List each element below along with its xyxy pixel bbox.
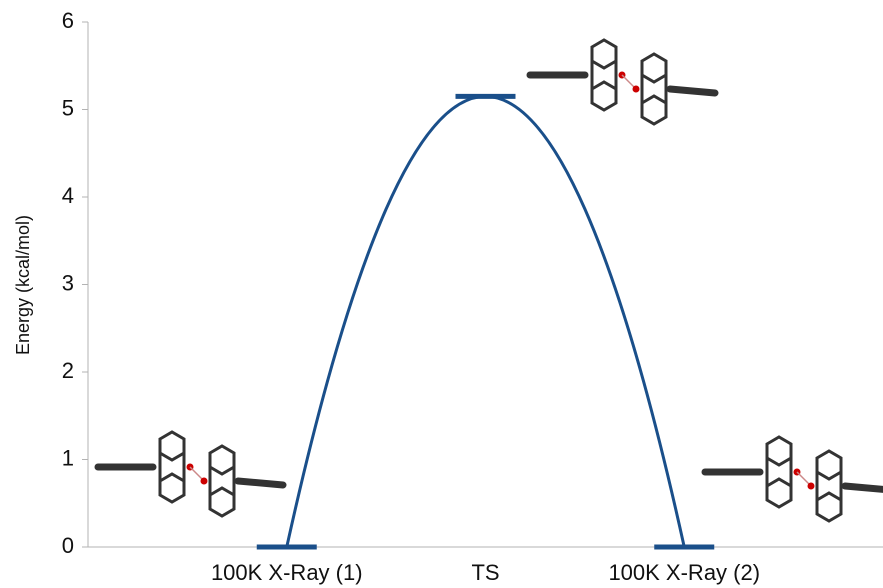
x-tick-label: TS [471, 560, 499, 585]
y-tick-label: 2 [62, 358, 74, 383]
y-tick-label: 0 [62, 533, 74, 558]
molecule-image [530, 40, 715, 124]
x-tick-label: 100K X-Ray (2) [608, 560, 760, 585]
y-tick-label: 3 [62, 270, 74, 295]
chart: Energy (kcal/mol) 0 1 2 3 4 5 6 100K X-Ray (1) T… [0, 0, 883, 588]
y-tick-label: 6 [62, 8, 74, 33]
y-axis-label: Energy (kcal/mol) [13, 215, 33, 355]
molecule-image [98, 432, 283, 516]
y-tick-label: 4 [62, 183, 74, 208]
y-tick-label: 5 [62, 95, 74, 120]
y-tick-label: 1 [62, 445, 74, 470]
molecule-image [705, 437, 883, 521]
x-tick-label: 100K X-Ray (1) [211, 560, 363, 585]
energy-curve [287, 96, 685, 547]
